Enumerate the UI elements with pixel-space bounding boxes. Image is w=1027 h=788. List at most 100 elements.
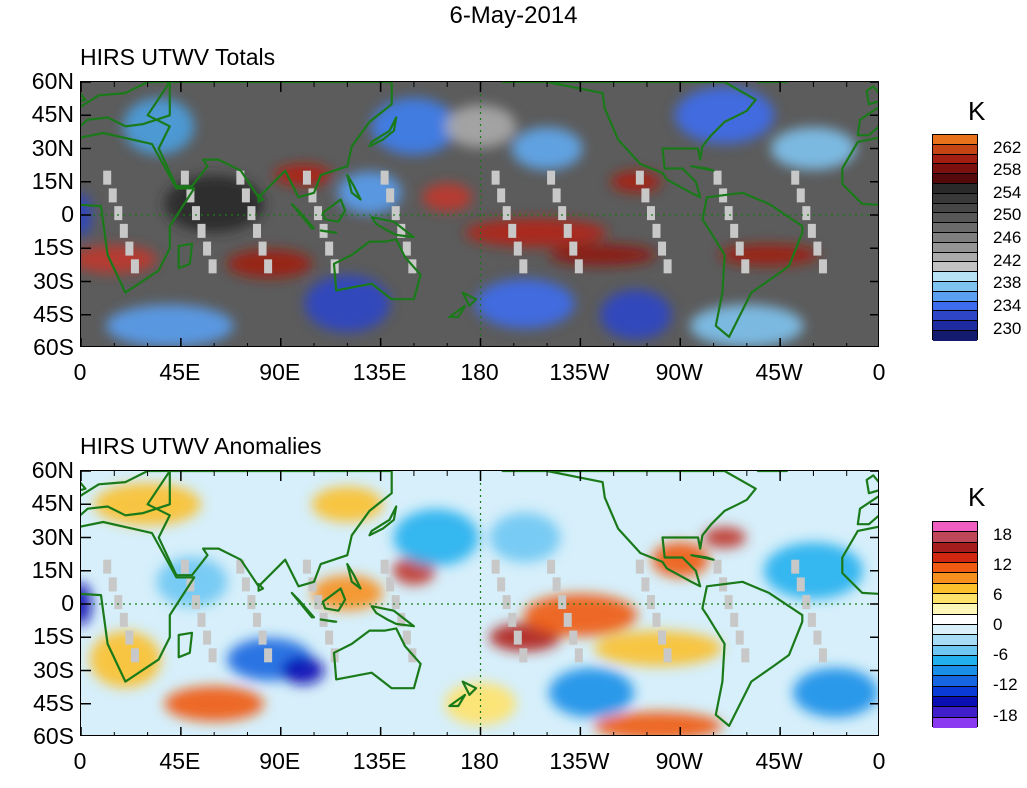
missing-data-swath	[569, 241, 578, 256]
colorbar-unit-totals: K	[968, 96, 986, 126]
colorbar-label: 258	[993, 160, 1022, 180]
colorbar-swatch	[933, 635, 977, 646]
missing-data-swath	[547, 559, 556, 574]
missing-data-swath	[502, 206, 511, 221]
missing-data-swath	[325, 630, 334, 645]
map-anomalies	[80, 470, 879, 736]
colorbar-totals	[932, 134, 978, 341]
colorbar-label: 238	[993, 273, 1022, 293]
missing-data-swath	[402, 630, 411, 645]
colorbar-swatch	[933, 144, 977, 155]
coastline-philippines	[346, 563, 362, 590]
colorbar-label: -6	[993, 645, 1009, 665]
field-anomaly-region	[444, 105, 517, 148]
colorbar-swatch	[933, 594, 977, 605]
missing-data-swath	[103, 170, 112, 185]
missing-data-swath	[730, 612, 739, 627]
lat-tick-label: 60N	[31, 457, 74, 483]
lat-tick-label: 30S	[33, 656, 74, 683]
missing-data-swath	[380, 559, 389, 574]
map-field-totals	[81, 82, 878, 346]
missing-data-swath	[253, 612, 262, 627]
lon-tick-label: 45W	[755, 359, 803, 385]
colorbar-label: -18	[993, 705, 1018, 725]
missing-data-swath	[574, 259, 583, 274]
missing-data-swath	[247, 595, 256, 610]
missing-data-swath	[203, 241, 212, 256]
missing-data-swath	[663, 648, 672, 663]
missing-data-swath	[730, 223, 739, 238]
colorbar-label: 242	[993, 250, 1022, 270]
missing-data-swath	[724, 595, 733, 610]
missing-data-swath	[130, 259, 139, 274]
colorbar-swatch	[933, 213, 977, 224]
coastline-australia	[332, 627, 422, 690]
lon-tick-label: 135E	[352, 748, 407, 774]
map-field-anomalies	[81, 471, 878, 735]
missing-data-swath	[397, 223, 406, 238]
missing-data-swath	[508, 612, 517, 627]
colorbar-label: 0	[993, 615, 1003, 634]
missing-data-swath	[125, 630, 134, 645]
colorbar-label: -12	[993, 675, 1018, 695]
missing-data-swath	[735, 630, 744, 645]
colorbar-swatch	[933, 193, 977, 204]
field-anomaly-region	[444, 682, 517, 726]
coastline-africa	[81, 131, 196, 294]
field-anomaly-region	[304, 275, 390, 333]
lat-tick-label: 30N	[31, 523, 74, 550]
lat-tick-label: 60S	[33, 723, 74, 749]
lon-tick-label: 0	[73, 748, 87, 774]
missing-data-swath	[247, 206, 256, 221]
coastline-borneo	[321, 198, 347, 223]
colorbar-swatch	[933, 291, 977, 302]
figure-title: 6-May-2014	[449, 2, 578, 29]
coastline-nz2	[448, 304, 467, 319]
lat-tick-label: 15N	[31, 167, 74, 194]
colorbar-swatch	[933, 686, 977, 698]
missing-data-swath	[519, 648, 528, 663]
colorbar-swatch	[933, 655, 977, 667]
lat-tick-label: 0	[61, 201, 74, 227]
colorbar-label: 246	[993, 228, 1022, 247]
coastline-philippines	[346, 174, 362, 201]
missing-data-swath	[552, 188, 561, 203]
colorbar-swatch	[933, 330, 977, 341]
colorbar-swatch	[933, 135, 977, 145]
field-anomaly-region	[311, 486, 383, 522]
coastline-borneo	[321, 587, 347, 612]
missing-data-swath	[191, 595, 200, 610]
colorbar-label: 12	[993, 554, 1012, 574]
colorbar-swatch	[933, 174, 977, 184]
field-anomaly-region	[703, 526, 746, 549]
missing-data-swath	[391, 595, 400, 610]
coastline-madagascar	[177, 242, 194, 270]
missing-data-swath	[497, 188, 506, 203]
missing-data-swath	[513, 630, 522, 645]
coastline-indonesia2	[319, 229, 338, 234]
missing-data-swath	[641, 577, 650, 592]
missing-data-swath	[264, 259, 273, 274]
missing-data-swath	[641, 188, 650, 203]
lat-tick-label: 15S	[33, 234, 74, 261]
panel-title-totals: HIRS UTWV Totals	[80, 44, 276, 70]
missing-data-swath	[652, 223, 661, 238]
missing-data-swath	[258, 630, 267, 645]
panel-title-anomalies: HIRS UTWV Anomalies	[80, 433, 322, 459]
colorbar-swatch	[933, 232, 977, 243]
missing-data-swath	[180, 170, 189, 185]
colorbar-swatch	[933, 717, 977, 728]
missing-data-swath	[241, 188, 250, 203]
missing-data-swath	[236, 559, 245, 574]
lon-tick-label: 180	[460, 748, 499, 774]
field-anomaly-region	[105, 304, 234, 346]
missing-data-swath	[663, 259, 672, 274]
field-anomaly-region	[281, 656, 325, 685]
field-anomaly-region	[393, 509, 479, 566]
field-anomaly-region	[594, 711, 722, 735]
coastline-northAmerica	[501, 82, 757, 199]
field-anomaly-region	[793, 667, 878, 718]
missing-data-swath	[802, 206, 811, 221]
missing-data-swath	[741, 259, 750, 274]
missing-data-swath	[502, 595, 511, 610]
